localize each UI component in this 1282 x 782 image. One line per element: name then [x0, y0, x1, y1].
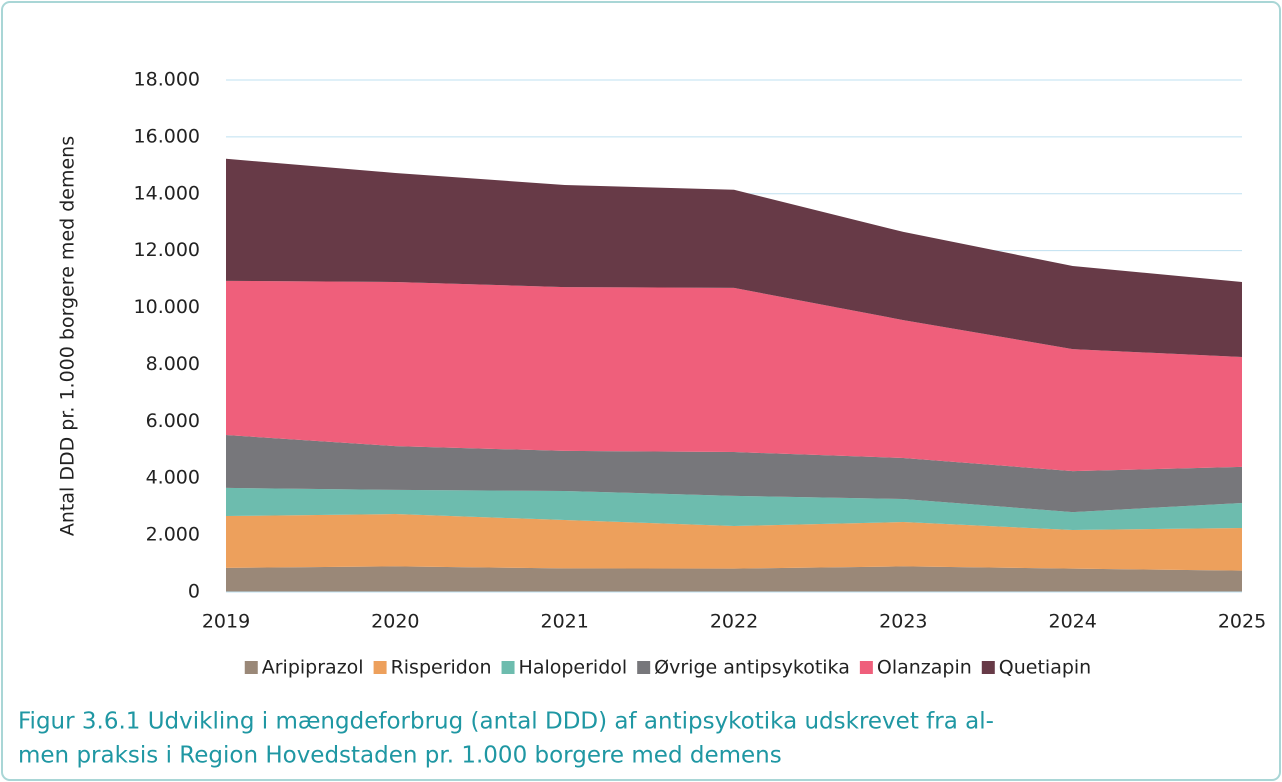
legend-label: Risperidon: [391, 657, 492, 679]
y-axis-label: Antal DDD pr. 1.000 borgere med demens: [57, 136, 79, 536]
y-tick-label: 10.000: [134, 296, 200, 318]
y-tick-label: 16.000: [134, 125, 200, 147]
y-tick-label: 6.000: [146, 410, 200, 432]
area: [226, 566, 1242, 592]
x-tick-label: 2019: [202, 611, 250, 633]
legend-swatch: [859, 661, 873, 674]
y-tick-label: 12.000: [134, 239, 200, 261]
legend-swatch: [637, 661, 651, 674]
x-tick-label: 2022: [710, 611, 758, 633]
x-tick-label: 2025: [1218, 611, 1266, 633]
area: [226, 434, 1242, 513]
area: [226, 158, 1242, 358]
legend-swatch: [501, 661, 515, 674]
caption: Figur 3.6.1 Udvikling i mængdeforbrug (a…: [18, 709, 994, 735]
legend-swatch: [244, 661, 258, 674]
legend-label: Øvrige antipsykotika: [654, 657, 850, 679]
area: [226, 487, 1242, 530]
x-tick-label: 2021: [540, 611, 588, 633]
x-tick-label: 2024: [1048, 611, 1096, 633]
y-tick-label: 14.000: [134, 182, 200, 204]
y-tick-label: 0: [188, 581, 200, 603]
y-tick-label: 8.000: [146, 353, 200, 375]
y-tick-label: 2.000: [146, 524, 200, 546]
legend-label: Haloperidol: [519, 657, 628, 679]
x-tick-label: 2020: [371, 611, 419, 633]
caption: men praksis i Region Hovedstaden pr. 1.0…: [18, 743, 782, 769]
legend-label: Aripiprazol: [262, 657, 364, 679]
y-tick-label: 4.000: [146, 467, 200, 489]
legend-label: Olanzapin: [877, 657, 972, 679]
legend-swatch: [981, 661, 995, 674]
y-tick-label: 18.000: [134, 69, 200, 91]
x-tick-label: 2023: [879, 611, 927, 633]
legend-label: Quetiapin: [999, 657, 1091, 679]
area: [226, 514, 1242, 571]
legend-swatch: [373, 661, 387, 674]
area: [226, 280, 1242, 472]
